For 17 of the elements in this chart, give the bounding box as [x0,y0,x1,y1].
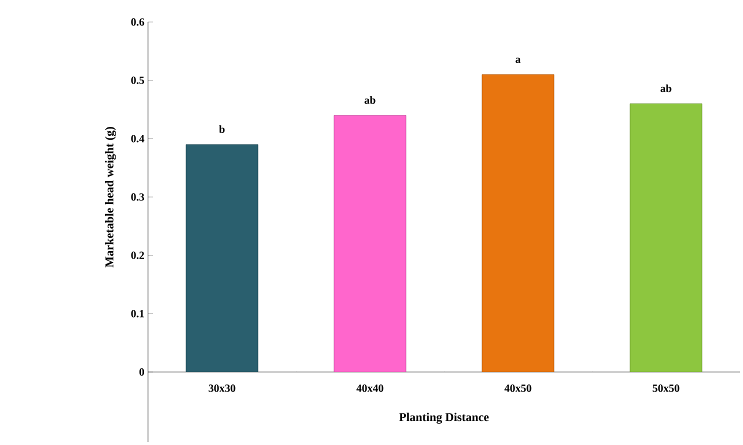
x-tick-label: 30x30 [208,384,236,392]
annotation: ab [660,84,672,92]
y-tick-label: 0.5 [131,76,144,84]
annotation: ab [364,96,376,104]
x-tick-label: 40x50 [504,384,532,392]
y-tick-label: 0.2 [131,252,144,260]
y-tick-label: 0.1 [131,310,144,318]
y-tick-label: 0 [139,368,144,376]
x-tick-label: 40x40 [356,384,384,392]
y-tick-label: 0.6 [131,18,144,26]
annotation: a [516,58,521,63]
y-axis-title: Marketable head weight (g) [105,126,116,268]
y-tick-label: 0.4 [131,134,144,142]
x-axis-title: Planting Distance [399,412,489,424]
x-tick-label: 50x50 [652,384,680,392]
y-tick-label: 0.3 [131,193,144,201]
annotation: b [219,125,225,133]
